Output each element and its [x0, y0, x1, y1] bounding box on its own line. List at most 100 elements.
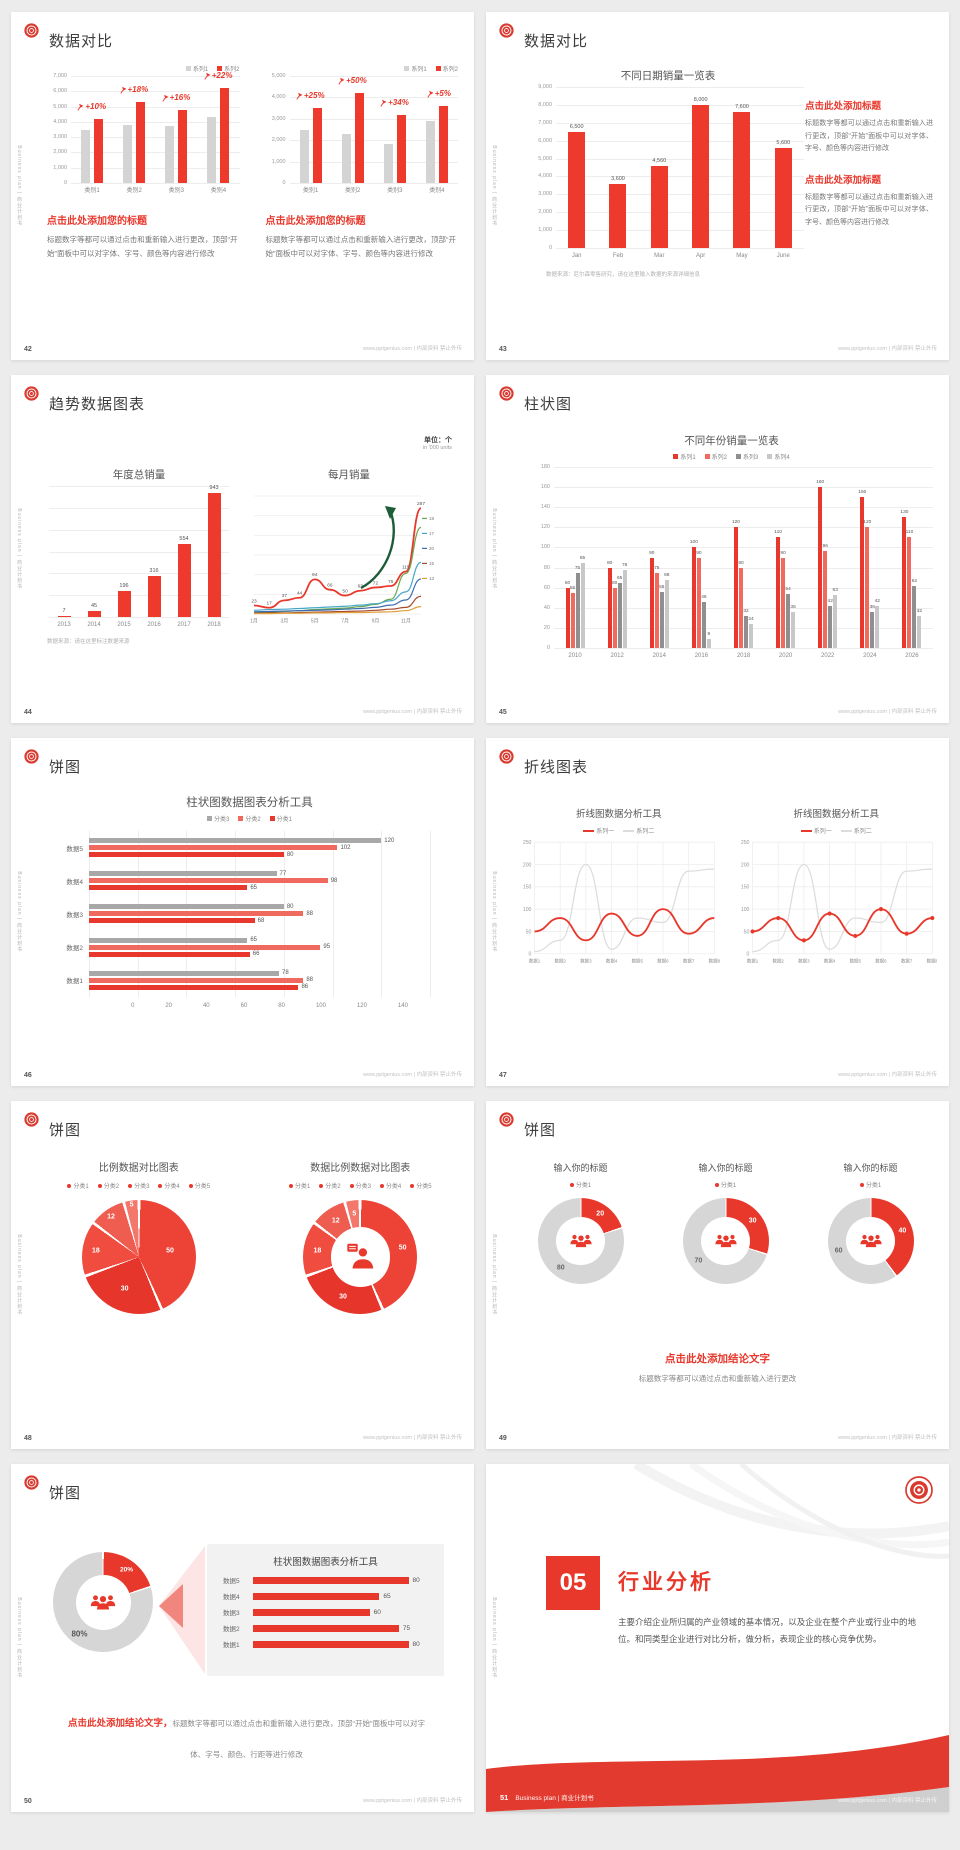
footer-text: www.pptgenius.com | 内部资料 禁止外传	[838, 1435, 937, 1441]
text-block: 点击此处添加您的标题 标题数字等都可以通过点击和重新输入进行更改，顶部“开始”面…	[266, 212, 457, 261]
x-tick-label: 0	[131, 1003, 135, 1009]
slide-44: Business plan | 商业计划书 趋势数据图表 单位：个 in '00…	[11, 375, 474, 723]
bar: 196	[117, 583, 131, 617]
brand-logo-icon	[499, 386, 514, 401]
y-tick-label: 80	[543, 564, 550, 571]
conclusion-body: 标题数字等都可以通过点击和重新输入进行更改，顶部“开始”面板中可以对字体、字号、…	[172, 1719, 426, 1760]
x-tick-label: 2018	[736, 653, 751, 659]
y-axis: 7,000 6,000 5,000 4,000 3,000 2,000 1,000 0	[47, 73, 71, 186]
x-tick-label: Jan	[571, 253, 582, 259]
bar-value: 68	[257, 917, 265, 924]
people-icon	[569, 1234, 592, 1248]
bar-chart-block: 年度总销量 7 45 196 316 554 943 2013 2014 2015 2016 201…	[49, 467, 229, 628]
bar-group: +25%	[290, 76, 332, 183]
chart-title: 输入你的标题	[698, 1163, 753, 1173]
slice-label: 30	[120, 1285, 129, 1293]
x-tick-label: 类别1	[84, 188, 100, 194]
x-tick-label: 类别2	[126, 188, 142, 194]
slice-label: 50	[166, 1247, 174, 1254]
chart-part	[71, 137, 240, 139]
chart-part: 78 88 86	[89, 970, 430, 990]
row-label: 数据4	[66, 878, 83, 886]
legend-label: 系列二	[636, 829, 655, 835]
bar-group: 80 60 65 78	[596, 467, 638, 648]
chart-part: 75	[253, 1624, 428, 1632]
chart-part: 160 96 42 53	[816, 467, 838, 648]
bar-value: 90	[696, 550, 702, 556]
plot-area: 7 45 196 316 554 943	[49, 485, 229, 618]
bar-chart-block: 系列1 系列2 7,000 6,000 5,000 4,000 3,000 2,000 1,00…	[47, 64, 240, 194]
chart-part	[556, 87, 804, 88]
slice-label: 60	[834, 1247, 843, 1255]
brand-logo-icon	[499, 23, 514, 38]
bar: +5%	[427, 89, 451, 183]
legend-item: 系列1	[404, 64, 427, 73]
legend-swatch	[379, 1183, 384, 1188]
bar: 90	[696, 551, 702, 648]
bar-value: 6,500	[569, 123, 584, 130]
footer-text: www.pptgenius.com | 内部资料 禁止外传	[363, 1435, 462, 1441]
donut-hole	[556, 1216, 605, 1266]
bar-value: 80	[286, 851, 294, 858]
chart-part	[71, 106, 240, 108]
slide-45: Business plan | 商业计划书 柱状图 不同年份销量一览表 系列1 系…	[486, 375, 949, 723]
people-icon	[713, 1232, 739, 1250]
y-tick-label: 3,000	[271, 115, 286, 122]
slide-title: 饼图	[49, 759, 82, 776]
page-number: 48	[24, 1435, 32, 1442]
chart-part: 6,500 3,600 4,560 8,000 7,600 5,600 Jan Feb Mar A…	[556, 87, 804, 259]
bar-value: 66	[252, 951, 260, 958]
series-line	[254, 606, 422, 615]
charts-row: 比例数据对比图表 分类1 分类2 分类3 分类4 分类5 50 30 18 12 5 数据比例数…	[39, 1159, 460, 1314]
bar: 80	[607, 561, 612, 648]
chart-part	[49, 507, 229, 509]
bar: 6,500	[568, 124, 586, 248]
bar: 68	[89, 918, 264, 924]
page-number: 45	[499, 709, 507, 716]
x-tick-label: 2020	[778, 653, 793, 659]
y-axis: 9,000 8,000 7,000 6,000 5,000 4,000 3,000 2,000…	[532, 84, 556, 251]
side-watermark: Business plan | 商业计划书	[16, 1234, 22, 1316]
bar: 32	[743, 609, 749, 648]
legend-label: 分类2	[103, 1184, 120, 1190]
donut-chart: 40 60	[827, 1198, 914, 1284]
legend-item: 系列2	[435, 64, 458, 73]
bar-group: 4,560	[639, 87, 680, 248]
chart-part	[554, 648, 933, 649]
y-tick-label: 4,000	[271, 94, 286, 101]
slice-label: 30	[748, 1217, 757, 1225]
bar-value: 68	[664, 572, 670, 578]
bar: 80	[89, 904, 294, 910]
bar: 65	[89, 885, 257, 891]
chart-part: 80	[253, 1640, 428, 1648]
slide-49: Business plan | 商业计划书 饼图 输入你的标题 分类1 20 80 …	[486, 1101, 949, 1449]
text-heading: 点击此处添加您的标题	[47, 216, 147, 227]
slice-label: 20	[596, 1210, 605, 1218]
bar: 62	[912, 579, 917, 648]
x-tick-label: 类别3	[387, 188, 403, 194]
chart-part: 7 45 196 316 554 943 2013 2014 2015 2016 2017 2018	[49, 485, 229, 628]
y-axis: 5,000 4,000 3,000 2,000 1,000 0	[266, 73, 290, 186]
legend-label: 分类1	[720, 1183, 737, 1189]
y-tick-label: 7,000	[538, 119, 552, 126]
x-axis: 0 20 40 60 80 100 120 140	[131, 997, 408, 1009]
y-tick-label: 6,000	[538, 137, 552, 144]
bar-value: 120	[863, 520, 872, 526]
bar	[299, 129, 309, 183]
legend-swatch	[767, 454, 773, 459]
brand-logo-icon	[499, 749, 514, 764]
x-tick-label: 2026	[905, 653, 919, 659]
series-line	[752, 863, 932, 953]
chart-legend: 分类1	[569, 1180, 591, 1189]
bar: 88	[89, 911, 313, 917]
x-tick-label: 类别1	[302, 188, 319, 194]
bar: 5,600	[774, 140, 792, 248]
bar-group: 316	[139, 486, 169, 617]
legend-item: 分类2	[238, 814, 261, 823]
bar-value: 65	[383, 1592, 391, 1600]
legend-swatch	[128, 1183, 133, 1188]
bar-value: 36	[869, 604, 875, 610]
chart-part	[71, 167, 240, 169]
